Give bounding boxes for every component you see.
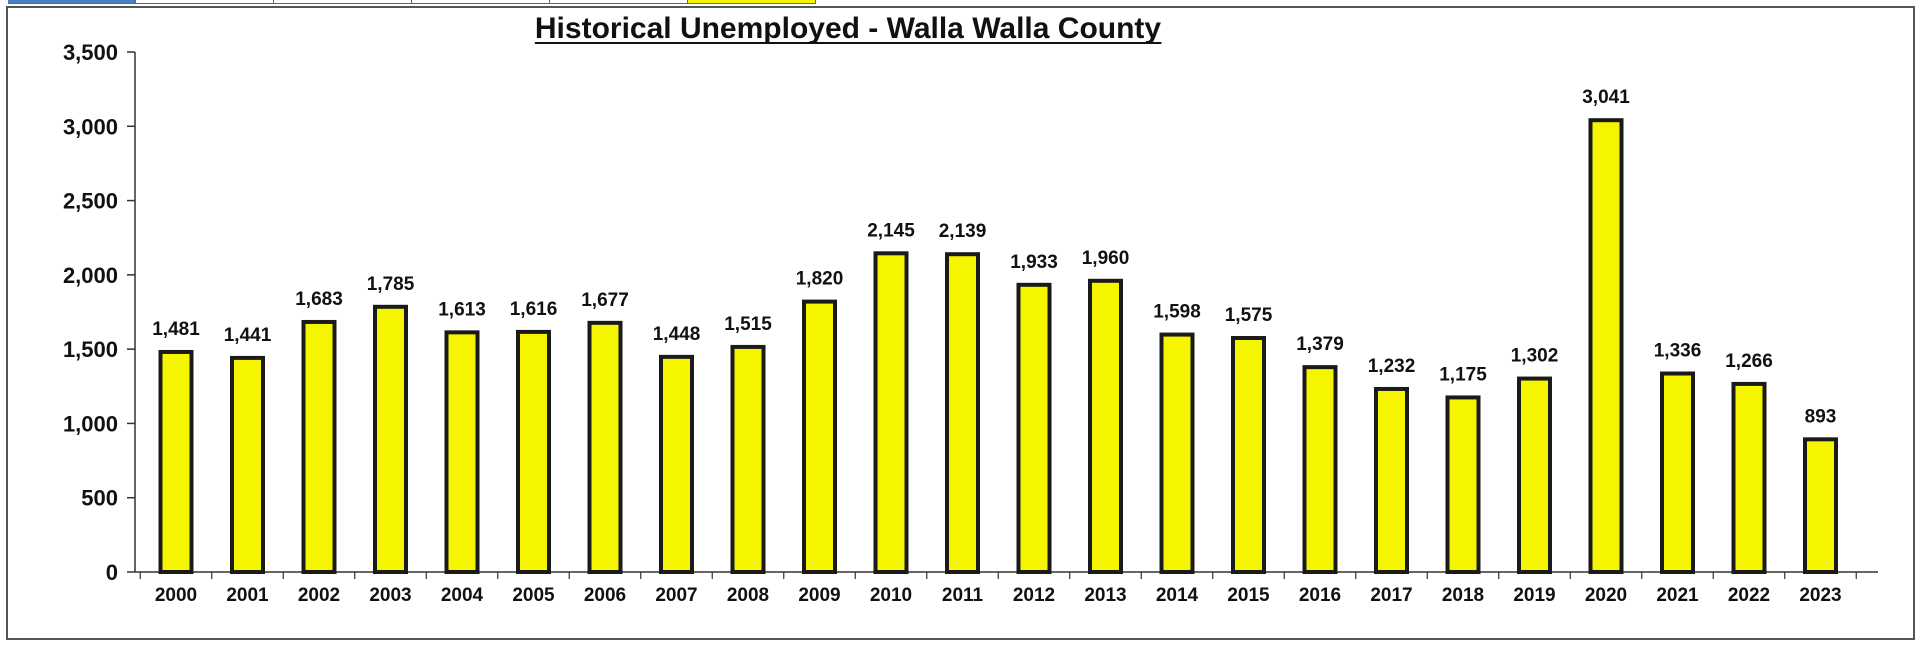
bar	[1231, 336, 1266, 574]
bar	[1016, 282, 1052, 574]
data-label: 1,575	[1225, 305, 1273, 326]
data-label: 1,677	[581, 290, 629, 311]
bar	[230, 355, 265, 574]
x-tick-label: 2015	[1227, 585, 1270, 606]
data-label: 1,820	[796, 269, 844, 290]
x-tick-label: 2005	[512, 585, 555, 606]
x-tick-label: 2007	[655, 585, 697, 606]
chart-axes	[134, 52, 1878, 579]
x-tick-label: 2013	[1084, 585, 1126, 606]
bar	[1159, 332, 1195, 574]
x-tick-label: 2022	[1728, 585, 1770, 606]
bar	[1588, 118, 1624, 575]
y-tick-label: 3,000	[63, 114, 118, 139]
data-label: 1,598	[1153, 302, 1201, 323]
bar	[802, 299, 837, 574]
chart-title-group: Historical Unemployed - Walla Walla Coun…	[534, 12, 1162, 45]
header-cell	[136, 0, 274, 4]
data-label: 1,683	[295, 289, 343, 310]
data-label: 1,266	[1725, 351, 1773, 372]
bar	[587, 320, 623, 574]
data-label: 3,041	[1582, 87, 1630, 108]
y-tick-label: 2,500	[63, 189, 118, 214]
bar	[659, 354, 694, 574]
data-label: 2,139	[939, 221, 987, 242]
bar-chart: Historical Unemployed - Walla Walla Coun…	[63, 12, 1878, 606]
bar	[1302, 365, 1338, 574]
bars	[158, 118, 1838, 575]
bar	[1445, 395, 1481, 574]
x-tick-label: 2009	[798, 585, 840, 606]
y-tick-label: 1,500	[63, 337, 118, 362]
data-label: 1,336	[1654, 341, 1702, 362]
data-label: 1,175	[1439, 364, 1487, 385]
data-label: 1,515	[724, 314, 772, 335]
bar	[1374, 386, 1409, 574]
data-label: 1,785	[367, 274, 415, 295]
bar	[158, 349, 194, 575]
x-tick-label: 2010	[870, 585, 912, 606]
x-tick-label: 2017	[1370, 585, 1412, 606]
bar	[1517, 376, 1552, 574]
bar	[1803, 437, 1838, 574]
data-label: 1,616	[510, 299, 558, 320]
bar	[301, 319, 337, 574]
data-label: 1,448	[653, 324, 701, 345]
data-label: 1,613	[438, 299, 486, 320]
data-label: 1,379	[1296, 334, 1344, 355]
header-cell-highlight	[688, 0, 816, 4]
y-tick-label: 3,500	[63, 40, 118, 65]
bar	[516, 329, 551, 574]
x-tick-label: 2018	[1442, 585, 1484, 606]
x-tick-label: 2000	[155, 585, 197, 606]
top-header-strip	[0, 0, 1923, 6]
data-label: 1,933	[1010, 252, 1058, 273]
bar	[373, 304, 408, 574]
data-label: 1,960	[1082, 248, 1130, 269]
bar	[873, 251, 909, 574]
x-tick-label: 2001	[226, 585, 269, 606]
x-tick-label: 2003	[369, 585, 411, 606]
x-tick-label: 2012	[1013, 585, 1055, 606]
x-tick-label: 2023	[1799, 585, 1841, 606]
bar	[945, 252, 980, 574]
x-tick-label: 2002	[298, 585, 340, 606]
y-tick-label: 500	[81, 486, 118, 511]
data-label: 1,441	[224, 325, 272, 346]
bar	[1660, 371, 1695, 574]
header-cell	[274, 0, 412, 4]
data-label: 893	[1805, 406, 1837, 427]
bar	[730, 344, 766, 574]
x-tick-label: 2020	[1585, 585, 1627, 606]
x-tick-label: 2016	[1299, 585, 1341, 606]
header-cell	[550, 0, 688, 4]
data-label: 1,302	[1511, 346, 1559, 367]
x-tick-label: 2006	[584, 585, 626, 606]
x-tick-label: 2019	[1513, 585, 1555, 606]
y-tick-label: 1,000	[63, 411, 118, 436]
x-tick-label: 2008	[727, 585, 769, 606]
y-axis-ticks: 0 500 1,000 1,500 2,000 2,500 3,000 3,500	[63, 40, 135, 585]
data-label: 2,145	[867, 220, 915, 241]
y-tick-label: 2,000	[63, 263, 118, 288]
bar	[444, 330, 480, 574]
header-cell	[412, 0, 550, 4]
x-tick-label: 2014	[1156, 585, 1199, 606]
header-cell-selected	[8, 0, 136, 4]
x-tick-label: 2021	[1656, 585, 1699, 606]
x-tick-label: 2004	[441, 585, 484, 606]
data-label: 1,232	[1368, 356, 1416, 377]
x-tick-label: 2011	[942, 585, 984, 606]
y-tick-label: 0	[106, 560, 118, 585]
bar	[1088, 278, 1123, 574]
value-labels: 1,481 1,441 1,683 1,785 1,613 1,616 1,677 1,448…	[152, 87, 1836, 427]
data-label: 1,481	[152, 319, 200, 340]
chart-frame: Historical Unemployed - Walla Walla Coun…	[6, 6, 1915, 640]
chart-title: Historical Unemployed - Walla Walla Coun…	[535, 12, 1162, 45]
x-axis-labels: 2000 2001 2002 2003 2004 2005 2006 2007 2008 2009…	[155, 585, 1842, 606]
bar	[1731, 381, 1767, 574]
